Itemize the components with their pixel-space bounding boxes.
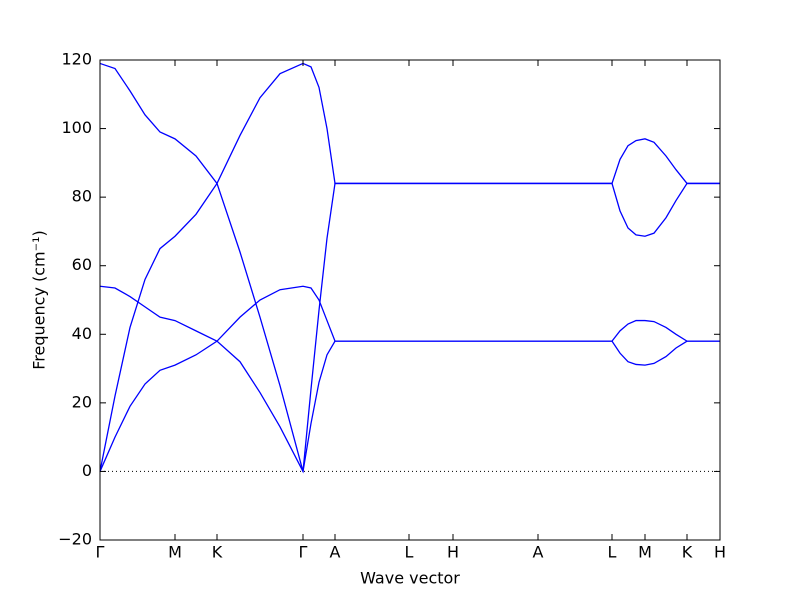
plot-frame (99, 59, 721, 541)
y-tick-label: 20 (72, 392, 92, 411)
band-line (99, 62, 720, 472)
y-tick-label: 0 (82, 461, 92, 480)
x-tick-label: K (212, 543, 223, 562)
y-tick-label: 120 (61, 50, 92, 69)
band-line (99, 285, 720, 472)
x-tick-label: A (533, 543, 544, 562)
x-tick-label: Γ (96, 543, 105, 562)
y-axis-label: Frequency (cm⁻¹) (30, 230, 49, 369)
x-tick-label: K (682, 543, 693, 562)
x-tick-label: H (714, 543, 726, 562)
y-tick-label: −20 (58, 530, 92, 549)
x-tick-label: L (608, 543, 617, 562)
band-line (99, 62, 720, 472)
y-tick-label: 60 (72, 255, 92, 274)
x-tick-label: L (405, 543, 414, 562)
y-tick-label: 80 (72, 187, 92, 206)
x-tick-label: M (168, 543, 182, 562)
y-tick-label: 40 (72, 324, 92, 343)
x-axis-label: Wave vector (360, 569, 460, 588)
band-line (99, 285, 720, 474)
x-tick-label: M (638, 543, 652, 562)
x-tick-label: Γ (299, 543, 308, 562)
x-tick-label: A (330, 543, 341, 562)
y-tick-label: 100 (61, 118, 92, 137)
x-tick-label: H (447, 543, 459, 562)
